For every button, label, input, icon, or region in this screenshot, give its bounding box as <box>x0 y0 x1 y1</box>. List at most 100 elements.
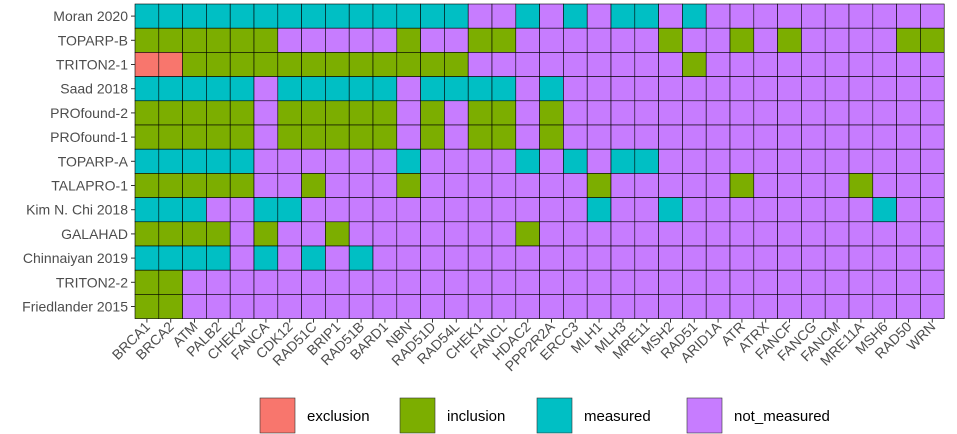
heatmap-cell <box>872 3 897 29</box>
legend-swatch-exclusion <box>259 397 296 434</box>
heatmap-cell <box>444 52 469 77</box>
heatmap-cell <box>420 197 445 223</box>
heatmap-cell <box>896 269 921 295</box>
heatmap-cell <box>253 173 279 198</box>
heatmap-cell <box>729 173 755 198</box>
heatmap-cell <box>729 269 755 295</box>
heatmap-cell <box>182 245 207 271</box>
heatmap-cell <box>491 245 517 271</box>
heatmap-cell <box>182 294 207 319</box>
heatmap-cell <box>229 124 255 150</box>
heatmap-cell <box>325 3 350 29</box>
heatmap-cell <box>134 173 160 198</box>
heatmap-cell <box>515 100 540 126</box>
heatmap-cell <box>396 100 421 126</box>
heatmap-cell <box>824 124 850 150</box>
heatmap-cell <box>896 3 921 29</box>
heatmap-cell <box>705 3 731 29</box>
heatmap-cell <box>206 269 231 295</box>
heatmap-cell <box>348 27 374 53</box>
heatmap-cell <box>777 294 802 319</box>
heatmap-cell <box>801 221 826 247</box>
heatmap-cell <box>658 269 683 295</box>
heatmap-cell <box>134 3 160 29</box>
heatmap-cell <box>515 294 540 319</box>
heatmap-cell <box>182 3 207 29</box>
heatmap-cell <box>253 294 279 319</box>
heatmap-cell <box>634 173 659 198</box>
heatmap-cell <box>682 294 707 319</box>
heatmap-cell <box>396 221 421 247</box>
heatmap-cell <box>253 27 279 53</box>
heatmap-cell <box>491 173 517 198</box>
heatmap-cell <box>705 197 731 223</box>
heatmap-cell <box>467 27 493 53</box>
heatmap-cell <box>586 245 612 271</box>
heatmap-cell <box>729 245 755 271</box>
heatmap-cell <box>658 197 683 223</box>
heatmap-cell <box>396 173 421 198</box>
heatmap-cell <box>277 173 302 198</box>
heatmap-cell <box>848 173 874 198</box>
heatmap-cell <box>372 197 398 223</box>
heatmap-cell <box>682 197 707 223</box>
heatmap-cell <box>824 173 850 198</box>
heatmap-cell <box>229 148 255 174</box>
heatmap-cell <box>539 269 564 295</box>
heatmap-cell <box>420 124 445 150</box>
heatmap-cell <box>467 3 493 29</box>
row-label: TOPARP-A <box>58 153 129 169</box>
heatmap-cell <box>134 27 160 53</box>
heatmap-cell <box>420 294 445 319</box>
heatmap-cell <box>729 100 755 126</box>
row-label: PROfound-2 <box>50 105 128 121</box>
column-label: WRN <box>903 318 938 353</box>
heatmap-cell <box>348 294 374 319</box>
heatmap-cell <box>325 148 350 174</box>
heatmap-cell <box>801 269 826 295</box>
heatmap-cell <box>634 76 659 102</box>
heatmap-cell <box>491 27 517 53</box>
heatmap-cell <box>586 294 612 319</box>
heatmap-cell <box>253 124 279 150</box>
heatmap-cell <box>872 76 897 102</box>
heatmap-cell <box>301 245 326 271</box>
heatmap-cell <box>777 124 802 150</box>
heatmap-cell <box>182 173 207 198</box>
heatmap-cell <box>134 76 160 102</box>
heatmap-cell <box>515 269 540 295</box>
heatmap-cell <box>206 173 231 198</box>
heatmap-cell <box>277 27 302 53</box>
heatmap-cell <box>539 27 564 53</box>
heatmap-cell <box>539 221 564 247</box>
heatmap-cell <box>920 124 945 150</box>
heatmap-cell <box>396 124 421 150</box>
heatmap-cell <box>158 124 183 150</box>
heatmap-cell <box>729 76 755 102</box>
heatmap-cell <box>444 173 469 198</box>
heatmap-cell <box>824 148 850 174</box>
heatmap-cell <box>158 3 183 29</box>
heatmap-cell <box>396 294 421 319</box>
heatmap-cell <box>277 148 302 174</box>
heatmap-cell <box>372 173 398 198</box>
heatmap-cell <box>253 52 279 77</box>
heatmap-cell <box>277 221 302 247</box>
heatmap-cell <box>848 52 874 77</box>
heatmap-cell <box>896 27 921 53</box>
heatmap-cell <box>753 76 778 102</box>
heatmap-cell <box>229 294 255 319</box>
heatmap-cell <box>848 3 874 29</box>
heatmap-cell <box>134 124 160 150</box>
heatmap-cell <box>848 294 874 319</box>
row-labels: Moran 2020 TOPARP-B TRITON2-1 Saad 2018 PROf… <box>22 8 135 315</box>
heatmap-cell <box>372 76 398 102</box>
heatmap-cell <box>253 269 279 295</box>
legend-label-not-measured: not_measured <box>734 408 830 425</box>
heatmap-cell <box>301 3 326 29</box>
heatmap-cell <box>206 52 231 77</box>
legend-swatch-measured <box>536 397 573 434</box>
heatmap-cell <box>467 100 493 126</box>
heatmap-cell <box>801 27 826 53</box>
heatmap-cell <box>301 52 326 77</box>
